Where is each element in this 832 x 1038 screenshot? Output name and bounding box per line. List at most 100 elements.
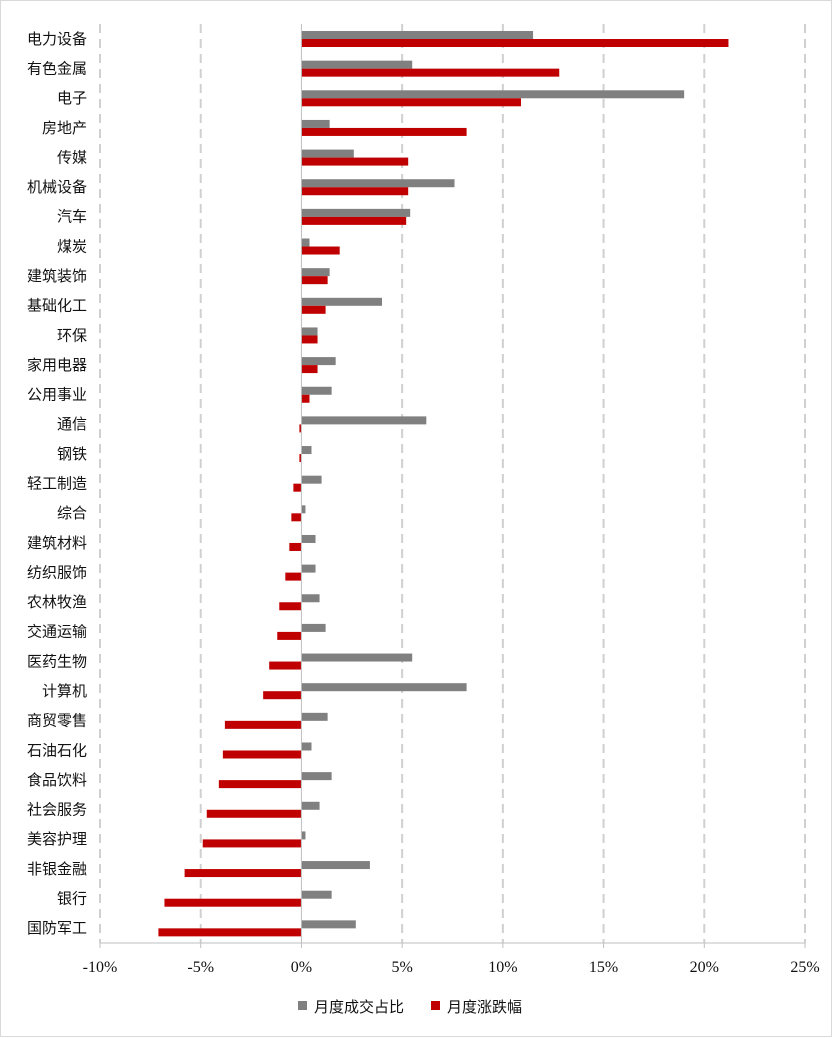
legend: 月度成交占比 月度涨跌幅: [298, 998, 522, 1016]
bar-trading-share: [301, 890, 332, 899]
x-tick-label: 0%: [291, 959, 312, 976]
category-label: 纺织服饰: [27, 563, 87, 581]
bar-trading-share: [301, 653, 413, 662]
bar-monthly-change: [164, 898, 302, 907]
bar-monthly-change: [301, 365, 318, 374]
bar-trading-share: [301, 831, 306, 840]
category-label: 基础化工: [27, 297, 87, 315]
bar-trading-share: [301, 268, 330, 277]
category-label: 银行: [57, 890, 87, 908]
category-label: 综合: [57, 504, 87, 522]
bar-monthly-change: [301, 68, 560, 77]
bar-monthly-change: [301, 394, 310, 403]
bar-monthly-change: [301, 187, 409, 196]
bar-trading-share: [301, 683, 467, 692]
category-label: 食品饮料: [27, 771, 87, 789]
x-tick-label: 10%: [488, 959, 517, 976]
category-label: 传媒: [57, 148, 87, 166]
category-label: 商贸零售: [27, 712, 87, 730]
bar-monthly-change: [291, 513, 302, 522]
category-label: 环保: [57, 326, 87, 344]
bar-trading-share: [301, 297, 382, 306]
category-label: 建筑材料: [27, 534, 87, 552]
category-labels: 电力设备有色金属电子房地产传媒机械设备汽车煤炭建筑装饰基础化工环保家用电器公用事…: [27, 30, 87, 937]
category-label: 美容护理: [27, 830, 87, 848]
bar-monthly-change: [202, 839, 302, 848]
bar-trading-share: [301, 238, 310, 247]
bar-trading-share: [301, 149, 354, 158]
bar-monthly-change: [299, 424, 302, 433]
legend-label-share: 月度成交占比: [314, 998, 404, 1016]
bar-monthly-change: [301, 216, 407, 225]
bar-trading-share: [301, 31, 534, 39]
bar-monthly-change: [184, 869, 302, 878]
bar-trading-share: [301, 712, 328, 721]
x-tick-label: 5%: [391, 959, 412, 976]
bar-monthly-change: [206, 809, 302, 818]
category-label: 社会服务: [27, 801, 87, 819]
bar-trading-share: [301, 179, 455, 188]
bar-monthly-change: [158, 928, 302, 937]
category-label: 房地产: [42, 119, 87, 137]
bar-trading-share: [301, 90, 685, 99]
category-label: 石油石化: [27, 741, 87, 759]
bar-monthly-change: [222, 750, 302, 759]
bar-monthly-change: [224, 720, 302, 729]
bar-trading-share: [301, 742, 312, 751]
bar-trading-share: [301, 446, 312, 455]
x-tick-label: -5%: [187, 959, 214, 976]
bars-layer: [158, 31, 729, 937]
bar-trading-share: [301, 357, 336, 366]
legend-swatch-share: [298, 1001, 307, 1010]
bar-trading-share: [301, 60, 413, 69]
bar-monthly-change: [285, 572, 302, 581]
category-label: 国防军工: [27, 919, 87, 937]
grid-layer: [99, 24, 806, 943]
bar-trading-share: [301, 772, 332, 781]
bar-monthly-change: [293, 483, 302, 492]
category-label: 汽车: [57, 208, 87, 226]
bar-trading-share: [301, 208, 411, 217]
bar-monthly-change: [277, 631, 302, 640]
bar-monthly-change: [301, 157, 409, 166]
bar-trading-share: [301, 801, 320, 810]
bar-trading-share: [301, 386, 332, 395]
category-label: 电子: [57, 89, 87, 107]
bar-trading-share: [301, 564, 316, 573]
bar-trading-share: [301, 475, 322, 484]
x-tick-label: 15%: [589, 959, 618, 976]
bar-trading-share: [301, 920, 356, 929]
bar-monthly-change: [218, 780, 302, 789]
bar-trading-share: [301, 861, 370, 870]
category-label: 煤炭: [57, 237, 87, 255]
bar-monthly-change: [301, 39, 729, 47]
bar-monthly-change: [299, 454, 302, 463]
x-tick-label: -10%: [83, 959, 118, 976]
bar-trading-share: [301, 416, 427, 425]
x-tick-labels: -10% -5% 0% 5% 10% 15% 20% 25%: [83, 959, 820, 976]
bar-monthly-change: [263, 691, 302, 700]
axis-layer: [99, 24, 806, 948]
category-label: 计算机: [42, 682, 87, 700]
x-tick-label: 20%: [690, 959, 719, 976]
x-tick-label: 25%: [790, 959, 819, 976]
bar-monthly-change: [301, 127, 467, 136]
category-label: 建筑装饰: [27, 267, 87, 285]
category-label: 电力设备: [27, 30, 87, 48]
bar-monthly-change: [279, 602, 302, 611]
bar-trading-share: [301, 534, 316, 543]
category-label: 钢铁: [57, 445, 87, 463]
legend-label-change: 月度涨跌幅: [447, 998, 522, 1016]
bar-trading-share: [301, 119, 330, 128]
category-label: 医药生物: [27, 652, 87, 670]
bar-monthly-change: [301, 246, 340, 255]
category-label: 机械设备: [27, 178, 87, 196]
bar-trading-share: [301, 594, 320, 603]
bar-monthly-change: [301, 335, 318, 344]
category-label: 农林牧渔: [27, 593, 87, 611]
category-label: 公用事业: [27, 386, 87, 404]
category-label: 轻工制造: [27, 475, 87, 493]
bar-trading-share: [301, 505, 306, 514]
